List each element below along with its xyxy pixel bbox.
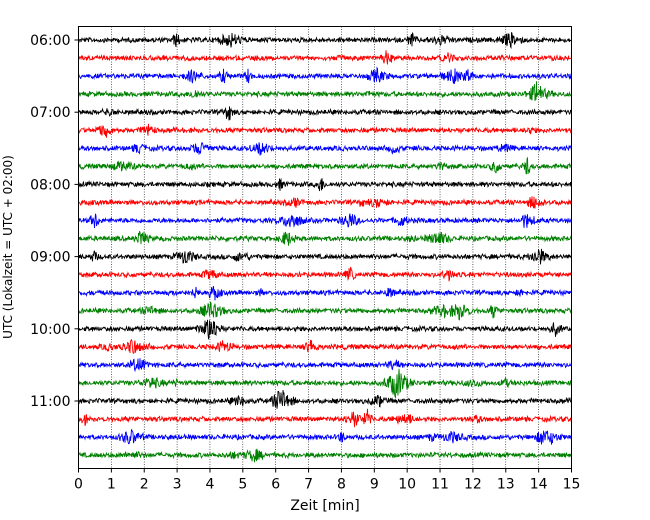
trace-6 [78, 123, 572, 138]
y-tick-label: 07:00 [30, 105, 70, 121]
y-axis-ticks: 06:00 07:00 08:00 09:00 10:00 11:00 [30, 33, 79, 410]
trace-3 [78, 66, 572, 84]
trace-15 [78, 286, 572, 301]
trace-22 [78, 408, 572, 428]
x-tick-label: 8 [337, 477, 346, 493]
trace-7 [78, 141, 572, 156]
trace-2 [78, 50, 572, 65]
trace-21 [78, 390, 572, 409]
x-tick-label: 0 [74, 477, 83, 493]
trace-1 [78, 31, 572, 50]
x-tick-label: 13 [497, 477, 515, 493]
y-tick-label: 06:00 [30, 33, 70, 49]
trace-13 [78, 248, 572, 265]
x-tick-label: 2 [140, 477, 149, 493]
trace-19 [78, 358, 572, 373]
x-tick-label: 9 [370, 477, 379, 493]
x-axis-ticks: 0 1 2 3 4 5 6 7 8 9 10 11 12 13 14 15 [74, 468, 581, 493]
x-tick-label: 5 [238, 477, 247, 493]
trace-24 [78, 448, 572, 463]
x-axis-label: Zeit [min] [290, 498, 359, 514]
trace-17 [78, 319, 572, 341]
trace-10 [78, 196, 572, 209]
trace-18 [78, 338, 572, 354]
x-tick-label: 11 [431, 477, 449, 493]
x-tick-label: 3 [173, 477, 182, 493]
trace-23 [78, 429, 572, 445]
trace-20 [78, 368, 572, 399]
trace-9 [78, 177, 572, 192]
x-tick-label: 7 [304, 477, 313, 493]
y-tick-label: 08:00 [30, 177, 70, 193]
x-tick-label: 1 [107, 477, 116, 493]
trace-5 [78, 106, 572, 121]
trace-14 [78, 266, 572, 282]
y-tick-label: 10:00 [30, 322, 70, 338]
x-tick-label: 14 [530, 477, 548, 493]
trace-4 [78, 81, 572, 102]
x-tick-label: 10 [398, 477, 416, 493]
trace-11 [78, 213, 572, 228]
x-tick-label: 4 [206, 477, 215, 493]
y-tick-label: 09:00 [30, 250, 70, 266]
plot-frame [78, 26, 572, 469]
y-tick-label: 11:00 [30, 394, 70, 410]
x-tick-label: 6 [271, 477, 280, 493]
trace-12 [78, 230, 572, 246]
seismogram-traces [78, 31, 572, 463]
trace-16 [78, 301, 572, 321]
vertical-grid [111, 26, 539, 469]
y-axis-label: UTC (Lokalzeit = UTC + 02:00) [1, 155, 15, 339]
x-tick-label: 12 [464, 477, 482, 493]
trace-8 [78, 156, 572, 175]
x-tick-label: 15 [563, 477, 581, 493]
